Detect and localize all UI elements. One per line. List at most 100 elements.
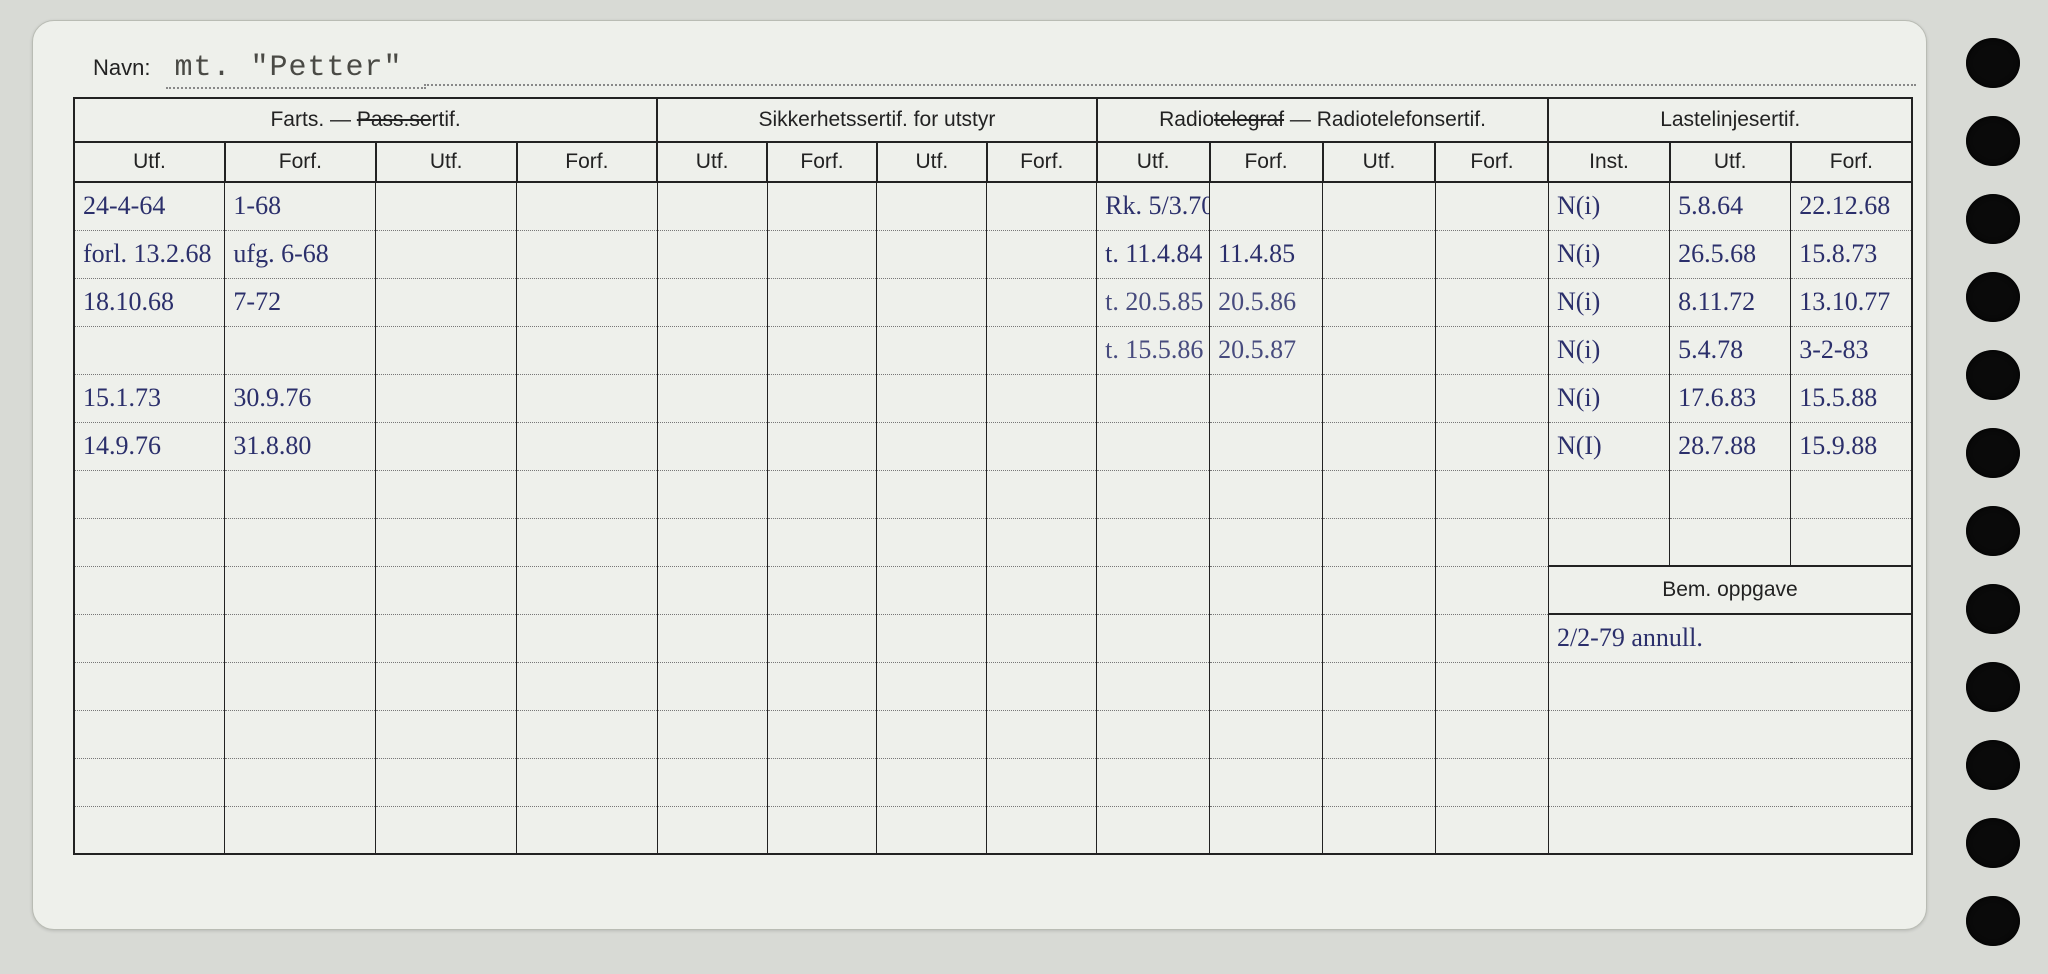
cell-l_forf: 22.12.68 bbox=[1791, 182, 1912, 230]
table-row: t. 15.5.8620.5.87N(i)5.4.783-2-83 bbox=[74, 326, 1912, 374]
cell-r_forf2 bbox=[1435, 230, 1548, 278]
cell-f_forf2 bbox=[517, 566, 658, 614]
table-body: 24-4-641-68Rk. 5/3.70N(i)5.8.6422.12.68f… bbox=[74, 182, 1912, 854]
cell-r_forf2 bbox=[1435, 278, 1548, 326]
cell-f_forf1 bbox=[225, 518, 376, 566]
cell-l_inst bbox=[1548, 470, 1669, 518]
cell-f_utf1: forl. 13.2.68 bbox=[74, 230, 225, 278]
cell-r_forf2 bbox=[1435, 662, 1548, 710]
cell-s_forf2 bbox=[987, 518, 1097, 566]
cell-s_forf1 bbox=[767, 278, 877, 326]
cell-s_forf1 bbox=[767, 182, 877, 230]
cell-f_utf2 bbox=[376, 422, 517, 470]
cell-f_forf1: ufg. 6-68 bbox=[225, 230, 376, 278]
cell-s_utf1 bbox=[657, 470, 767, 518]
cell-s_utf2 bbox=[877, 374, 987, 422]
cell-r_forf1 bbox=[1210, 566, 1323, 614]
cell-l_forf: 15.9.88 bbox=[1791, 422, 1912, 470]
cell-f_utf2 bbox=[376, 614, 517, 662]
cell-f_forf1 bbox=[225, 662, 376, 710]
cell-f_utf1 bbox=[74, 758, 225, 806]
cell-f_utf1: 15.1.73 bbox=[74, 374, 225, 422]
cell-f_forf2 bbox=[517, 422, 658, 470]
binder-hole bbox=[1966, 662, 2020, 712]
cell-r_forf1 bbox=[1210, 806, 1323, 854]
cell-r_forf1 bbox=[1210, 614, 1323, 662]
cell-f_forf1: 1-68 bbox=[225, 182, 376, 230]
cell-s_forf1 bbox=[767, 710, 877, 758]
cell-r_utf2 bbox=[1323, 662, 1436, 710]
binder-hole bbox=[1966, 350, 2020, 400]
cell-l_inst: N(i) bbox=[1548, 374, 1669, 422]
cell-f_forf1: 30.9.76 bbox=[225, 374, 376, 422]
cell-l_utf: 26.5.68 bbox=[1670, 230, 1791, 278]
cell-f_utf1: 18.10.68 bbox=[74, 278, 225, 326]
cell-r_utf2 bbox=[1323, 518, 1436, 566]
binder-holes bbox=[1966, 38, 2020, 974]
cell-s_utf1 bbox=[657, 614, 767, 662]
cell-f_utf2 bbox=[376, 326, 517, 374]
cell-r_utf2 bbox=[1323, 758, 1436, 806]
cell-f_forf1 bbox=[225, 758, 376, 806]
table-row: 15.1.7330.9.76N(i)17.6.8315.5.88 bbox=[74, 374, 1912, 422]
binder-hole bbox=[1966, 896, 2020, 946]
cell-f_forf2 bbox=[517, 230, 658, 278]
cell-s_utf2 bbox=[877, 518, 987, 566]
cell-r_utf2 bbox=[1323, 230, 1436, 278]
binder-hole bbox=[1966, 584, 2020, 634]
cell-s_forf1 bbox=[767, 614, 877, 662]
cell-f_utf1: 14.9.76 bbox=[74, 422, 225, 470]
cell-f_forf2 bbox=[517, 374, 658, 422]
cell-l_inst bbox=[1548, 518, 1669, 566]
cell-f_utf1 bbox=[74, 566, 225, 614]
cell-s_forf2 bbox=[987, 710, 1097, 758]
cell-s_forf2 bbox=[987, 662, 1097, 710]
cell-r_forf2 bbox=[1435, 614, 1548, 662]
group-lastelinje: Lastelinjesertif. bbox=[1548, 98, 1912, 142]
cell-s_forf1 bbox=[767, 326, 877, 374]
cell-s_forf1 bbox=[767, 518, 877, 566]
binder-hole bbox=[1966, 740, 2020, 790]
cell-r_utf1 bbox=[1097, 518, 1210, 566]
cell-r_forf1: 20.5.86 bbox=[1210, 278, 1323, 326]
table-row: 18.10.687-72t. 20.5.8520.5.86N(i)8.11.72… bbox=[74, 278, 1912, 326]
cell-f_forf2 bbox=[517, 470, 658, 518]
cell-f_forf2 bbox=[517, 758, 658, 806]
cell-s_utf1 bbox=[657, 806, 767, 854]
navn-underline bbox=[424, 84, 1916, 86]
cell-s_forf1 bbox=[767, 422, 877, 470]
cell-l_forf bbox=[1791, 518, 1912, 566]
cell-f_utf2 bbox=[376, 758, 517, 806]
cell-f_forf1 bbox=[225, 710, 376, 758]
binder-hole bbox=[1966, 272, 2020, 322]
cell-s_utf2 bbox=[877, 182, 987, 230]
cell-f_utf1 bbox=[74, 518, 225, 566]
cell-f_forf2 bbox=[517, 662, 658, 710]
cell-s_utf1 bbox=[657, 278, 767, 326]
cell-s_utf1 bbox=[657, 710, 767, 758]
cell-r_forf2 bbox=[1435, 566, 1548, 614]
cell-r_utf2 bbox=[1323, 422, 1436, 470]
cell-f_forf1 bbox=[225, 806, 376, 854]
binder-hole bbox=[1966, 38, 2020, 88]
cell-r_forf1 bbox=[1210, 422, 1323, 470]
cell-s_utf1 bbox=[657, 374, 767, 422]
cell-s_forf2 bbox=[987, 374, 1097, 422]
cell-s_forf2 bbox=[987, 278, 1097, 326]
table-row bbox=[74, 662, 1912, 710]
cell-r_utf1 bbox=[1097, 422, 1210, 470]
cell-s_forf2 bbox=[987, 566, 1097, 614]
cell-r_forf1 bbox=[1210, 518, 1323, 566]
table-row bbox=[74, 758, 1912, 806]
binder-hole bbox=[1966, 506, 2020, 556]
cell-s_utf1 bbox=[657, 518, 767, 566]
group-farts: Farts. — Pass.sertif. bbox=[74, 98, 657, 142]
cell-r_forf2 bbox=[1435, 518, 1548, 566]
cell-r_utf2 bbox=[1323, 806, 1436, 854]
cell-f_utf1 bbox=[74, 614, 225, 662]
cell-l_inst: N(I) bbox=[1548, 422, 1669, 470]
cell-f_utf2 bbox=[376, 230, 517, 278]
binder-hole bbox=[1966, 194, 2020, 244]
cell-s_utf1 bbox=[657, 182, 767, 230]
cell-r_utf1 bbox=[1097, 374, 1210, 422]
